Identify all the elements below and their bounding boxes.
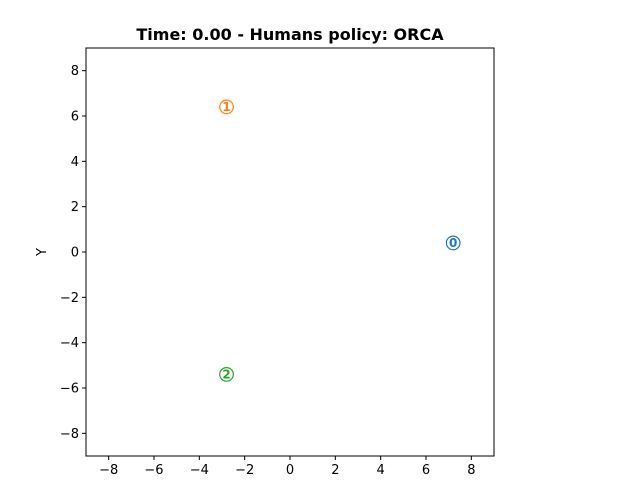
x-tick-label: 6	[422, 463, 430, 478]
y-tick-label: −6	[60, 382, 79, 397]
y-tick-label: 8	[71, 64, 79, 79]
human-circle	[445, 235, 461, 251]
human-id-label: 1	[222, 100, 230, 114]
y-tick-label: −2	[60, 291, 79, 306]
y-axis-label: Y	[35, 248, 50, 257]
human-circle	[219, 99, 234, 115]
human-marker-2: 2	[219, 367, 234, 382]
human-markers: 0 1 2	[219, 99, 461, 382]
human-id-label: 2	[222, 368, 230, 382]
plot-axes: −8 −6 −4 −2 0 2 4 6 8 −8 −6 −4 −2 0 2 4 6 8	[60, 64, 476, 478]
y-tick-label: −4	[60, 336, 79, 351]
human-circle	[219, 367, 234, 382]
x-tick-label: −8	[99, 463, 118, 478]
y-tick-label: 2	[71, 200, 79, 215]
y-tick-label: 4	[71, 155, 79, 170]
x-tick-label: 0	[286, 463, 294, 478]
x-tick-label: 4	[377, 463, 385, 478]
y-tick-label: −8	[60, 427, 79, 442]
x-tick-label: −4	[190, 463, 209, 478]
human-marker-0: 0	[445, 235, 461, 251]
x-tick-label: 8	[467, 463, 475, 478]
plot-frame	[85, 47, 495, 457]
y-tick-label: 6	[71, 110, 79, 125]
x-tick-label: 2	[331, 463, 339, 478]
human-marker-1: 1	[219, 99, 234, 115]
human-id-label: 0	[449, 236, 457, 250]
x-tick-label: −2	[235, 463, 254, 478]
y-tick-label: 0	[71, 246, 79, 261]
chart-title: Time: 0.00 - Humans policy: ORCA	[136, 25, 444, 44]
x-tick-label: −6	[144, 463, 163, 478]
